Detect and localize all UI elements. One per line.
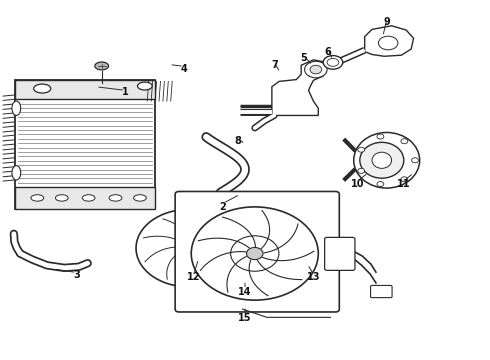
Circle shape	[358, 168, 365, 174]
Circle shape	[179, 241, 198, 255]
Ellipse shape	[378, 36, 398, 50]
FancyBboxPatch shape	[325, 237, 355, 270]
Circle shape	[191, 207, 318, 300]
Bar	[15, 80, 155, 99]
Text: 12: 12	[187, 272, 200, 282]
Text: 4: 4	[180, 64, 187, 74]
Circle shape	[401, 139, 408, 144]
Circle shape	[358, 147, 365, 152]
Circle shape	[377, 181, 384, 186]
Text: 15: 15	[238, 313, 252, 323]
Ellipse shape	[82, 195, 95, 201]
Ellipse shape	[134, 195, 147, 201]
Ellipse shape	[138, 82, 152, 90]
Ellipse shape	[34, 84, 51, 93]
Ellipse shape	[95, 62, 108, 70]
Text: 14: 14	[238, 287, 252, 297]
Ellipse shape	[12, 101, 21, 116]
Text: 2: 2	[220, 202, 226, 212]
Text: 7: 7	[271, 60, 278, 70]
Text: 3: 3	[73, 270, 80, 280]
Text: 8: 8	[234, 136, 241, 145]
FancyBboxPatch shape	[175, 192, 339, 312]
Circle shape	[377, 134, 384, 139]
Ellipse shape	[31, 195, 44, 201]
Bar	[15, 80, 155, 209]
Polygon shape	[365, 26, 414, 56]
Text: 13: 13	[307, 272, 320, 282]
Text: 9: 9	[383, 17, 390, 27]
FancyBboxPatch shape	[370, 285, 392, 298]
Ellipse shape	[323, 55, 343, 69]
Ellipse shape	[327, 58, 339, 66]
Ellipse shape	[360, 142, 404, 178]
Ellipse shape	[354, 132, 419, 188]
Polygon shape	[272, 60, 326, 116]
Ellipse shape	[55, 195, 68, 201]
Circle shape	[305, 61, 327, 78]
Ellipse shape	[372, 152, 392, 168]
Circle shape	[246, 247, 263, 260]
Ellipse shape	[12, 166, 21, 180]
Bar	[15, 187, 155, 209]
Circle shape	[310, 65, 322, 74]
Text: 11: 11	[397, 179, 411, 189]
Circle shape	[412, 158, 418, 163]
Ellipse shape	[109, 195, 122, 201]
Text: 5: 5	[300, 53, 307, 63]
Text: 10: 10	[351, 179, 364, 189]
Circle shape	[231, 236, 279, 271]
Text: 1: 1	[122, 87, 129, 97]
Text: 6: 6	[325, 46, 331, 57]
Circle shape	[401, 177, 408, 182]
Circle shape	[136, 210, 242, 287]
